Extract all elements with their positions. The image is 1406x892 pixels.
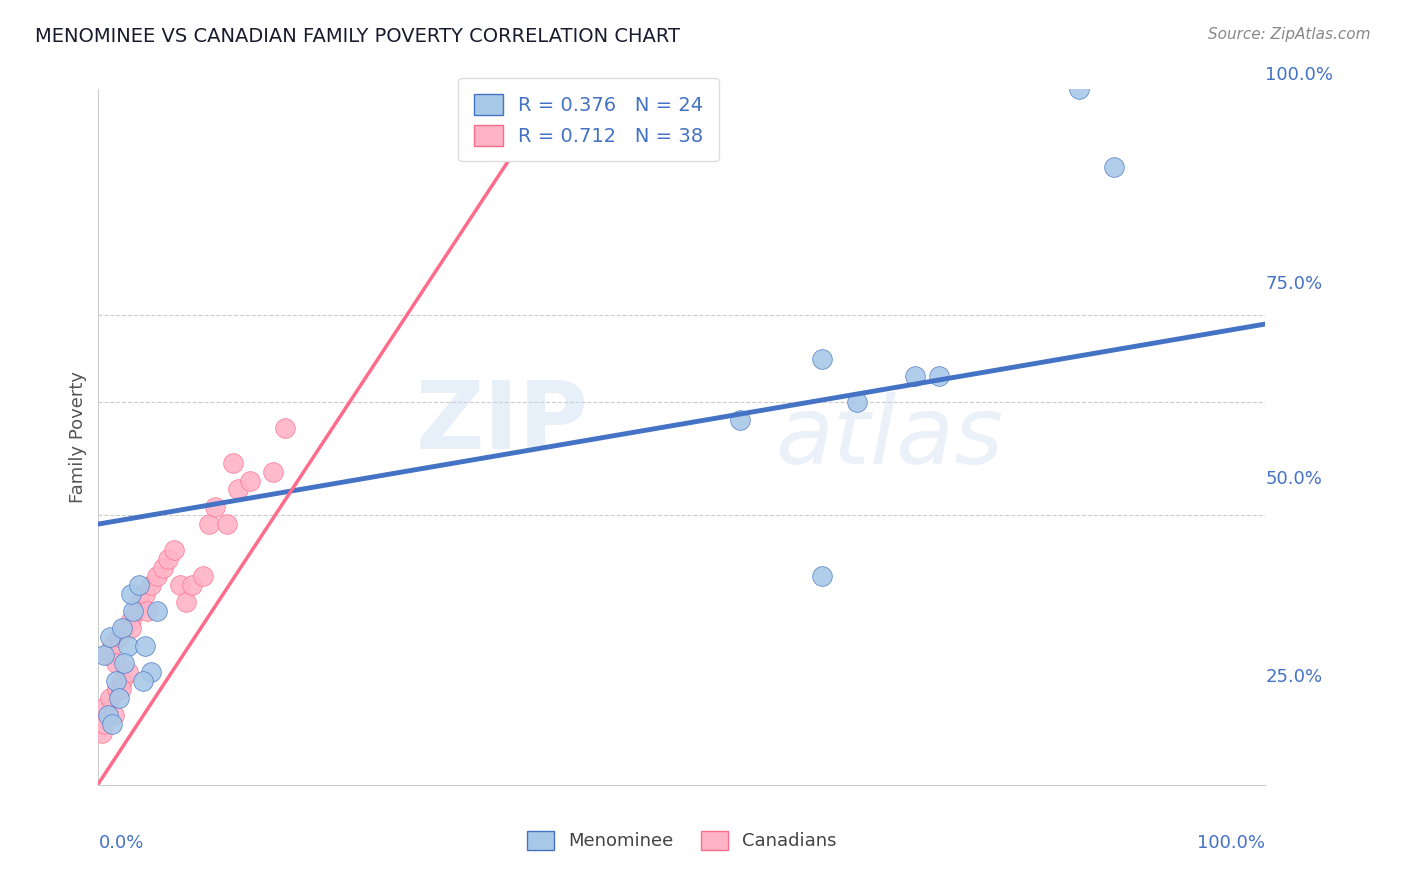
Point bbox=[101, 639, 124, 653]
Text: atlas: atlas bbox=[775, 392, 1004, 483]
Point bbox=[215, 516, 238, 531]
Point bbox=[117, 665, 139, 679]
Point bbox=[110, 682, 132, 697]
Point bbox=[811, 569, 834, 583]
Point bbox=[120, 613, 142, 627]
Point bbox=[112, 621, 135, 635]
Point bbox=[101, 717, 124, 731]
Point bbox=[134, 639, 156, 653]
Point bbox=[132, 673, 155, 688]
Point bbox=[120, 621, 142, 635]
Text: 25.0%: 25.0% bbox=[1265, 668, 1323, 686]
Point bbox=[117, 639, 139, 653]
Point bbox=[120, 587, 142, 601]
Point bbox=[239, 474, 262, 488]
Point bbox=[221, 456, 243, 470]
Point bbox=[128, 578, 150, 592]
Text: 50.0%: 50.0% bbox=[1265, 470, 1322, 488]
Point bbox=[103, 708, 125, 723]
Point bbox=[180, 578, 202, 592]
Point bbox=[198, 516, 221, 531]
Point bbox=[139, 578, 162, 592]
Point bbox=[108, 630, 131, 644]
Point bbox=[174, 595, 197, 609]
Point bbox=[93, 717, 115, 731]
Point bbox=[97, 648, 120, 662]
Text: 100.0%: 100.0% bbox=[1198, 834, 1265, 852]
Point bbox=[105, 682, 128, 697]
Point bbox=[1102, 161, 1125, 175]
Point bbox=[108, 690, 131, 705]
Point bbox=[204, 500, 226, 514]
Point bbox=[157, 551, 180, 566]
Point bbox=[228, 482, 250, 496]
Point bbox=[94, 699, 117, 714]
Point bbox=[811, 351, 834, 366]
Point bbox=[98, 690, 121, 705]
Point bbox=[112, 657, 135, 671]
Text: 0.0%: 0.0% bbox=[98, 834, 143, 852]
Point bbox=[111, 673, 134, 688]
Point bbox=[93, 648, 115, 662]
Point bbox=[193, 569, 215, 583]
Legend: Menominee, Canadians: Menominee, Canadians bbox=[517, 822, 846, 859]
Point bbox=[129, 595, 152, 609]
Point bbox=[98, 630, 121, 644]
Point bbox=[846, 395, 869, 409]
Point bbox=[122, 604, 145, 618]
Text: 75.0%: 75.0% bbox=[1265, 275, 1323, 293]
Text: MENOMINEE VS CANADIAN FAMILY POVERTY CORRELATION CHART: MENOMINEE VS CANADIAN FAMILY POVERTY COR… bbox=[35, 27, 681, 45]
Point bbox=[136, 604, 159, 618]
Text: Source: ZipAtlas.com: Source: ZipAtlas.com bbox=[1208, 27, 1371, 42]
Point bbox=[152, 560, 174, 574]
Text: 100.0%: 100.0% bbox=[1265, 66, 1333, 84]
Point bbox=[134, 587, 156, 601]
Point bbox=[97, 708, 120, 723]
Point bbox=[163, 543, 186, 558]
Point bbox=[1067, 82, 1090, 96]
Point bbox=[104, 657, 127, 671]
Point bbox=[262, 465, 284, 479]
Point bbox=[146, 569, 169, 583]
Y-axis label: Family Poverty: Family Poverty bbox=[69, 371, 87, 503]
Text: ZIP: ZIP bbox=[416, 377, 589, 469]
Point bbox=[146, 604, 169, 618]
Point bbox=[730, 412, 752, 426]
Point bbox=[90, 726, 112, 740]
Point bbox=[169, 578, 191, 592]
Point bbox=[928, 369, 950, 384]
Point bbox=[139, 665, 162, 679]
Point bbox=[274, 421, 297, 435]
Point bbox=[250, 0, 273, 9]
Point bbox=[904, 369, 927, 384]
Point bbox=[111, 621, 134, 635]
Point bbox=[104, 673, 127, 688]
Point bbox=[125, 604, 148, 618]
